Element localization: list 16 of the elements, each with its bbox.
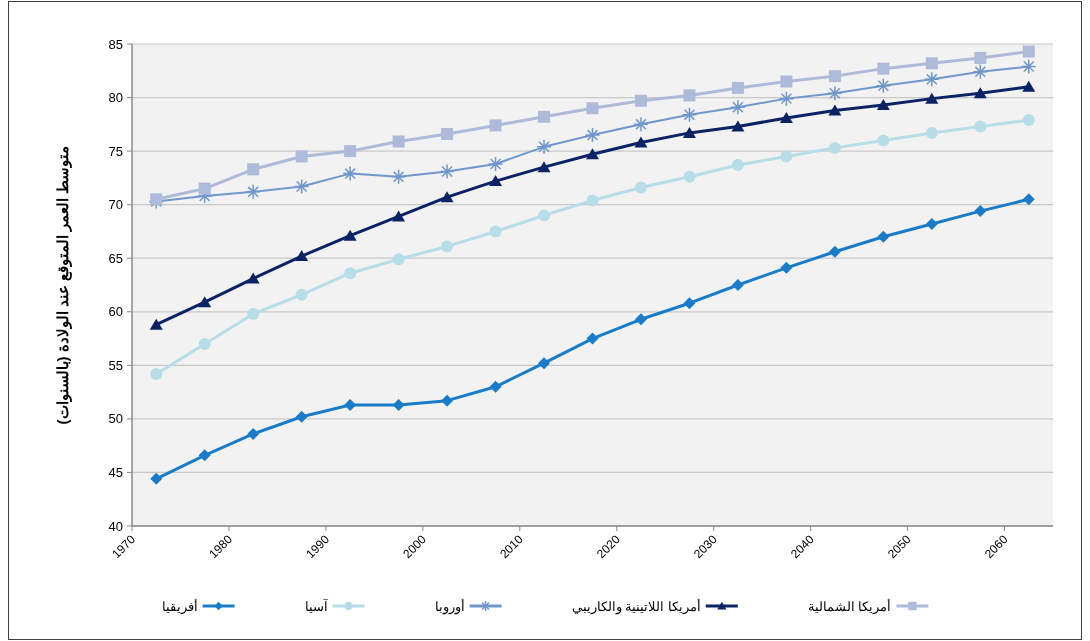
y-axis-title: متوسط العمر المتوقع عند الولادة (بالسنوات) <box>54 145 72 425</box>
y-tick-label: 85 <box>108 36 123 52</box>
y-tick-label: 55 <box>108 357 123 373</box>
y-tick-label: 50 <box>108 411 123 427</box>
legend-label: أوروبا <box>434 598 465 615</box>
legend-label: آسيا <box>304 598 329 614</box>
y-tick-label: 75 <box>108 143 123 159</box>
legend-label: أمريكا الشمالية <box>807 598 892 615</box>
legend-label: أفريقيا <box>161 598 198 615</box>
y-tick-label: 70 <box>108 197 123 213</box>
y-tick-label: 60 <box>108 304 123 320</box>
y-tick-label: 65 <box>108 250 123 266</box>
y-tick-label: 40 <box>108 518 123 534</box>
legend-label: أمريكا اللاتينية والكاريبي <box>571 598 701 615</box>
y-tick-label: 45 <box>108 464 123 480</box>
y-tick-label: 80 <box>108 90 123 106</box>
